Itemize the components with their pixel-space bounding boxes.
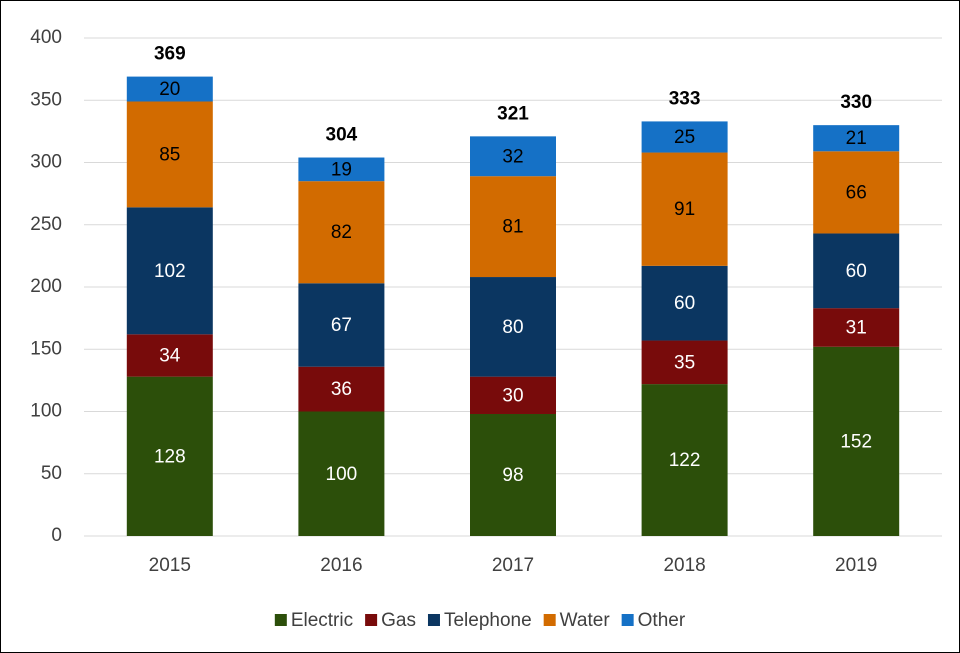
legend-label: Electric — [291, 610, 353, 631]
y-tick-label: 300 — [30, 152, 62, 173]
data-label: 98 — [502, 465, 523, 486]
data-label: 152 — [840, 431, 872, 452]
y-tick-label: 250 — [30, 214, 62, 235]
x-tick-label: 2015 — [149, 555, 191, 576]
data-label: 20 — [159, 79, 180, 100]
bar-segment — [813, 125, 900, 152]
bar-segment — [813, 346, 900, 536]
y-tick-label: 0 — [51, 525, 62, 546]
x-tick-label: 2018 — [663, 555, 705, 576]
bar-segment — [641, 265, 728, 341]
y-tick-label: 100 — [30, 401, 62, 422]
legend-swatch — [427, 614, 440, 626]
bar-segment — [813, 233, 900, 309]
data-label: 122 — [669, 450, 701, 471]
data-label: 31 — [846, 317, 867, 338]
bar-segment — [813, 308, 900, 347]
data-label: 80 — [502, 317, 523, 338]
x-tick-label: 2016 — [320, 555, 362, 576]
bar-segment — [470, 277, 556, 377]
data-label: 36 — [331, 379, 352, 400]
data-label: 60 — [674, 293, 695, 314]
legend-swatch — [621, 614, 634, 626]
bar-segment — [126, 76, 213, 102]
y-tick-label: 200 — [30, 276, 62, 297]
legend-item: Electric — [274, 610, 353, 631]
legend-item: Other — [621, 610, 686, 631]
data-label: 91 — [674, 199, 695, 220]
legend-label: Gas — [381, 610, 416, 631]
data-label: 66 — [846, 182, 867, 203]
bar-segment — [298, 181, 385, 284]
bar-segment — [126, 207, 213, 335]
y-tick-label: 150 — [30, 338, 62, 359]
total-label: 333 — [669, 88, 701, 109]
data-label: 21 — [846, 128, 867, 149]
bar-segment — [298, 157, 385, 182]
total-label: 304 — [326, 125, 358, 146]
legend-label: Water — [560, 610, 611, 631]
data-label: 32 — [502, 146, 523, 167]
data-label: 19 — [331, 159, 352, 180]
data-label: 25 — [674, 127, 695, 148]
legend-swatch — [543, 614, 556, 626]
legend-item: Gas — [365, 610, 416, 631]
data-label: 67 — [331, 315, 352, 336]
data-label: 85 — [159, 144, 180, 165]
data-label: 35 — [674, 352, 695, 373]
bar-segment — [470, 136, 556, 177]
bar-segment — [126, 101, 213, 208]
data-label: 81 — [502, 217, 523, 238]
legend-swatch — [274, 614, 287, 626]
bar-segment — [126, 334, 213, 377]
data-label: 100 — [326, 464, 358, 485]
y-tick-label: 400 — [30, 27, 62, 48]
legend-item: Telephone — [427, 610, 532, 631]
data-label: 102 — [154, 261, 186, 282]
legend-item: Water — [543, 610, 611, 631]
bar-segment — [470, 376, 556, 414]
legend-label: Telephone — [444, 610, 532, 631]
data-label: 128 — [154, 446, 186, 467]
x-tick-label: 2017 — [492, 555, 534, 576]
data-label: 30 — [502, 385, 523, 406]
bar-segment — [298, 366, 385, 412]
bar-segment — [298, 283, 385, 367]
total-label: 330 — [840, 92, 872, 113]
bar-segment — [813, 151, 900, 234]
data-label: 60 — [846, 261, 867, 282]
bar-segment — [641, 152, 728, 266]
bar-segment — [470, 413, 556, 536]
bar-segment — [126, 376, 213, 536]
x-tick-label: 2019 — [835, 555, 877, 576]
bar-segment — [641, 340, 728, 385]
data-label: 34 — [159, 345, 181, 366]
y-tick-label: 350 — [30, 89, 62, 110]
total-label: 321 — [497, 103, 529, 124]
y-tick-label: 50 — [41, 463, 62, 484]
total-label: 369 — [154, 44, 186, 65]
bar-segment — [641, 384, 728, 536]
bar-segment — [641, 121, 728, 153]
bar-segment — [298, 411, 385, 536]
bar-segment — [470, 176, 556, 278]
legend-label: Other — [638, 610, 686, 631]
legend-swatch — [365, 614, 378, 626]
data-label: 82 — [331, 222, 352, 243]
